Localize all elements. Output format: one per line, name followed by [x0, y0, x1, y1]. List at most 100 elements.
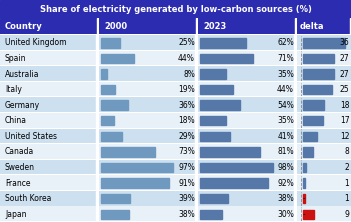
Bar	[294, 51, 297, 66]
Bar	[303, 147, 313, 157]
Text: 8: 8	[345, 147, 349, 157]
Bar	[101, 194, 130, 203]
Text: South Korea: South Korea	[5, 194, 51, 203]
Bar	[303, 163, 306, 172]
Text: 44%: 44%	[277, 85, 294, 94]
Bar	[294, 35, 297, 51]
Text: Japan: Japan	[5, 210, 26, 219]
Text: Italy: Italy	[5, 85, 22, 94]
Bar	[96, 51, 99, 66]
Text: 18%: 18%	[178, 116, 195, 125]
Text: United Kingdom: United Kingdom	[5, 38, 66, 47]
Bar	[195, 191, 198, 206]
Bar	[96, 82, 99, 97]
Text: 97%: 97%	[178, 163, 195, 172]
Bar	[195, 97, 198, 113]
Bar	[294, 129, 297, 144]
Bar	[101, 85, 115, 94]
Text: 12: 12	[340, 132, 349, 141]
Bar	[195, 206, 198, 222]
Text: 92%: 92%	[277, 178, 294, 188]
Bar	[101, 163, 173, 172]
Bar	[200, 147, 260, 157]
Bar	[195, 66, 198, 82]
Text: 38%: 38%	[277, 194, 294, 203]
Bar	[303, 210, 314, 219]
Bar	[294, 66, 297, 82]
Text: -: -	[302, 211, 305, 217]
Text: 25%: 25%	[178, 38, 195, 47]
Bar	[196, 18, 198, 35]
Bar	[96, 129, 99, 144]
Text: Share of electricity generated by low-carbon sources (%): Share of electricity generated by low-ca…	[40, 5, 311, 14]
Text: China: China	[5, 116, 27, 125]
Bar	[195, 82, 198, 97]
Bar	[303, 116, 323, 125]
Text: 2000: 2000	[104, 22, 127, 31]
Bar	[101, 132, 122, 141]
Text: 81%: 81%	[277, 147, 294, 157]
Text: Country: Country	[5, 22, 43, 31]
Bar	[350, 18, 351, 35]
Text: 27: 27	[340, 54, 349, 63]
Bar	[200, 194, 228, 203]
Text: Germany: Germany	[5, 101, 40, 110]
Text: 30%: 30%	[277, 210, 294, 219]
Text: 17: 17	[340, 116, 349, 125]
Bar	[96, 160, 99, 175]
Text: 98%: 98%	[277, 163, 294, 172]
Bar	[200, 210, 222, 219]
Text: 8%: 8%	[183, 69, 195, 79]
Bar	[200, 163, 273, 172]
Bar	[200, 85, 233, 94]
Bar	[101, 101, 128, 110]
Text: 9: 9	[344, 210, 349, 219]
Bar	[195, 51, 198, 66]
Bar	[294, 206, 297, 222]
Text: 1: 1	[345, 194, 349, 203]
Bar	[303, 69, 335, 79]
Bar	[200, 132, 230, 141]
Bar	[96, 175, 99, 191]
Text: Australia: Australia	[5, 69, 39, 79]
Bar	[101, 147, 155, 157]
Bar	[96, 191, 99, 206]
Bar	[303, 132, 317, 141]
Bar	[96, 206, 99, 222]
Bar	[96, 113, 99, 129]
Bar	[101, 38, 120, 48]
Bar	[101, 116, 114, 125]
Bar	[303, 101, 324, 110]
Text: 2023: 2023	[203, 22, 226, 31]
Bar	[200, 38, 246, 48]
Text: 44%: 44%	[178, 54, 195, 63]
Text: 62%: 62%	[277, 38, 294, 47]
Bar	[96, 97, 99, 113]
Bar	[303, 178, 305, 188]
Text: 91%: 91%	[178, 178, 195, 188]
Bar	[101, 54, 134, 63]
Text: 36: 36	[340, 38, 349, 47]
Text: Sweden: Sweden	[5, 163, 35, 172]
Bar	[303, 38, 345, 48]
Bar	[294, 175, 297, 191]
Text: France: France	[5, 178, 31, 188]
Text: 2: 2	[345, 163, 349, 172]
Bar	[195, 144, 198, 160]
Text: United States: United States	[5, 132, 57, 141]
Text: Spain: Spain	[5, 54, 26, 63]
Bar	[195, 113, 198, 129]
Bar	[200, 116, 226, 125]
Bar	[294, 160, 297, 175]
Bar	[195, 160, 198, 175]
Text: 38%: 38%	[178, 210, 195, 219]
Bar	[96, 66, 99, 82]
Text: 54%: 54%	[277, 101, 294, 110]
Bar	[200, 178, 268, 188]
Text: -: -	[302, 196, 305, 202]
Bar	[294, 82, 297, 97]
Bar	[101, 178, 168, 188]
Bar	[294, 97, 297, 113]
Text: 25: 25	[340, 85, 349, 94]
Text: 1: 1	[345, 178, 349, 188]
